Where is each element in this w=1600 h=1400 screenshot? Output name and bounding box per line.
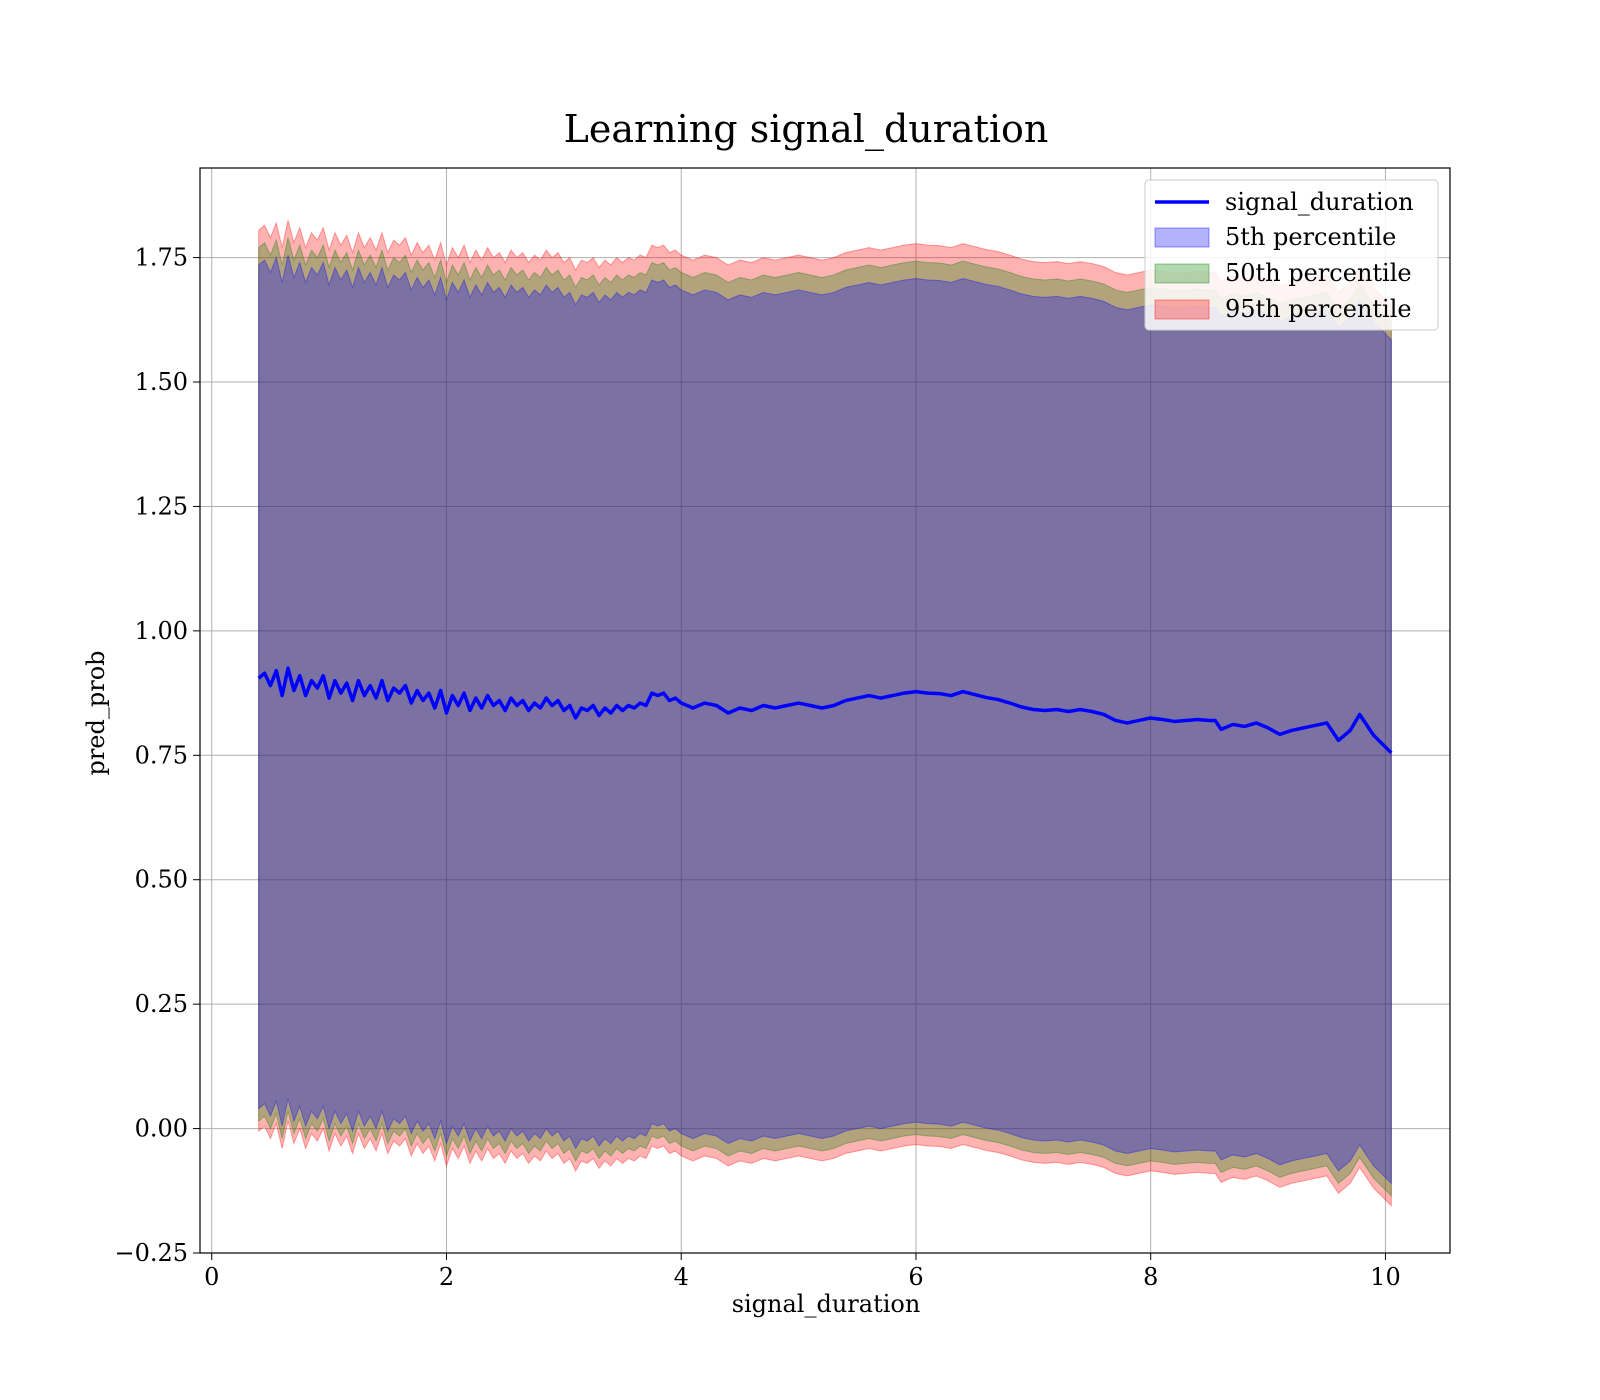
legend-label: 5th percentile (1225, 223, 1396, 251)
y-axis-ticks: −0.25 0.00 0.25 0.50 0.75 1.00 1.25 1.50 1.75 (114, 244, 200, 1267)
legend-swatch (1154, 299, 1210, 320)
percentile-bands (258, 220, 1392, 1207)
y-tick-label: 0.50 (135, 866, 188, 894)
line-layer (257, 666, 1393, 755)
legend-swatch (1154, 263, 1210, 284)
y-tick-label: 0.25 (135, 990, 188, 1018)
legend-label: 50th percentile (1225, 259, 1412, 287)
x-tick-label: 0 (204, 1263, 219, 1291)
x-tick-label: 2 (439, 1263, 454, 1291)
legend-box (1144, 179, 1439, 331)
y-tick-label: 1.75 (135, 244, 188, 272)
legend: signal_duration 5th percentile 50th percen… (1144, 179, 1439, 331)
y-tick-label: 1.25 (135, 492, 188, 520)
y-tick-label: −0.25 (114, 1239, 188, 1267)
grid (200, 168, 1450, 1254)
y-axis-label: pred_prob (82, 650, 110, 775)
y-tick-label: 1.50 (135, 368, 188, 396)
y-tick-label: 0.75 (135, 741, 188, 769)
x-axis-label: signal_duration (732, 1290, 921, 1318)
x-tick-label: 10 (1370, 1263, 1401, 1291)
y-tick-label: 1.00 (135, 617, 188, 645)
chart-title: Learning signal_duration (564, 107, 1049, 152)
band-5th-percentile (258, 254, 1392, 1185)
legend-label-signal-duration: signal_duration (1225, 188, 1414, 216)
legend-label: 95th percentile (1225, 295, 1412, 323)
x-tick-label: 8 (1143, 1263, 1158, 1291)
band-95th-percentile (258, 220, 1392, 1207)
plot-frame (199, 167, 1451, 1254)
y-tick-label: 0.00 (135, 1115, 188, 1143)
x-tick-label: 4 (674, 1263, 689, 1291)
series-line-signal-duration (257, 666, 1393, 755)
x-tick-label: 6 (908, 1263, 923, 1291)
legend-swatch (1154, 227, 1210, 248)
band-50th-percentile (258, 237, 1392, 1197)
x-axis-ticks: 0 2 4 6 8 10 (204, 1253, 1401, 1291)
